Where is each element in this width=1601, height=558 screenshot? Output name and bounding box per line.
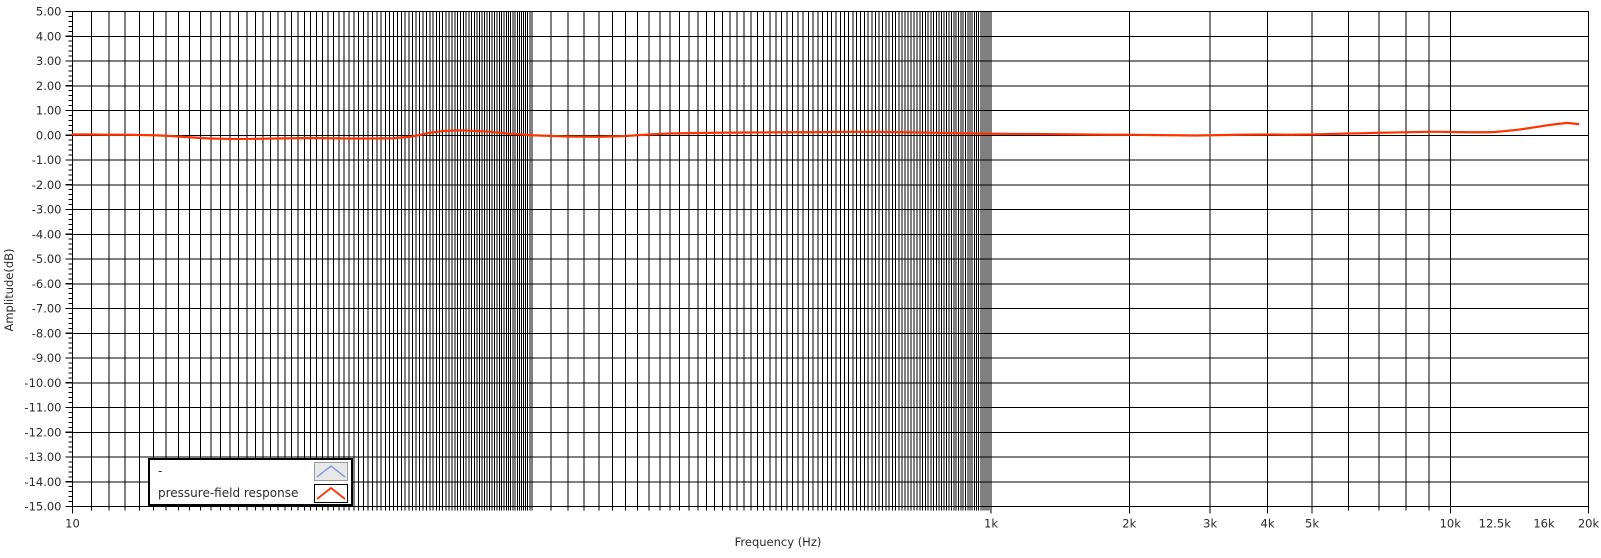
legend-row[interactable]: - [150, 460, 351, 482]
y-tick-label: -6.00 [32, 277, 62, 291]
y-tick-label: -14.00 [24, 475, 61, 489]
x-tick-label: 4k [1261, 517, 1275, 531]
x-tick-label: 3k [1203, 517, 1217, 531]
y-tick-label: -3.00 [32, 203, 62, 217]
x-tick-label: 1k [984, 517, 998, 531]
legend[interactable]: - pressure-field response [148, 458, 353, 506]
y-tick-label: -9.00 [32, 351, 62, 365]
x-tick-label: 5k [1305, 517, 1319, 531]
y-tick-label: -15.00 [24, 500, 61, 514]
y-tick-label: 1.00 [36, 104, 62, 118]
y-tick-label: 2.00 [36, 79, 62, 93]
x-tick-label: 2k [1122, 517, 1136, 531]
y-axis-title: Amplitude(dB) [2, 248, 16, 331]
legend-swatch-icon[interactable] [314, 461, 348, 481]
data-trace [71, 121, 1580, 141]
y-tick-label: 5.00 [36, 5, 62, 19]
data-series-group [71, 121, 1580, 141]
x-tick-label: 10 [65, 517, 80, 531]
peak-line-icon [316, 486, 346, 500]
legend-swatch-icon[interactable] [314, 483, 348, 503]
y-tick-label: -13.00 [24, 450, 61, 464]
y-tick-label: 0.00 [36, 128, 62, 142]
y-tick-label: -1.00 [32, 153, 62, 167]
y-tick-label: -2.00 [32, 178, 62, 192]
x-axis-title: Frequency (Hz) [735, 535, 822, 549]
x-tick-label: 20k [1578, 517, 1600, 531]
y-tick-label: -8.00 [32, 326, 62, 340]
major-gridlines [72, 11, 1589, 507]
legend-row[interactable]: pressure-field response [150, 482, 351, 504]
y-tick-label: -10.00 [24, 376, 61, 390]
x-tick-label: 10k [1440, 517, 1462, 531]
y-tick-label: -12.00 [24, 425, 61, 439]
plot-frame [71, 10, 1590, 508]
y-tick-label: 4.00 [36, 29, 62, 43]
x-axis-tick-labels: 10 1k 2k 3k 4k 5k 10k 12.5k 16k 20k [65, 517, 1599, 531]
x-tick-label: 12.5k [1479, 517, 1512, 531]
y-tick-label: 3.00 [36, 54, 62, 68]
y-tick-label: -5.00 [32, 252, 62, 266]
legend-item-label: - [158, 464, 163, 478]
peak-line-icon [316, 464, 346, 478]
y-tick-label: -11.00 [24, 401, 61, 415]
y-axis-tick-labels: 5.00 4.00 3.00 2.00 1.00 0.00 -1.00 -2.00 -3.00 -… [24, 5, 61, 514]
y-axis-ticks [65, 10, 73, 508]
x-tick-label: 16k [1533, 517, 1555, 531]
legend-item-label: pressure-field response [158, 486, 299, 500]
y-tick-label: -4.00 [32, 227, 62, 241]
y-tick-label: -7.00 [32, 302, 62, 316]
